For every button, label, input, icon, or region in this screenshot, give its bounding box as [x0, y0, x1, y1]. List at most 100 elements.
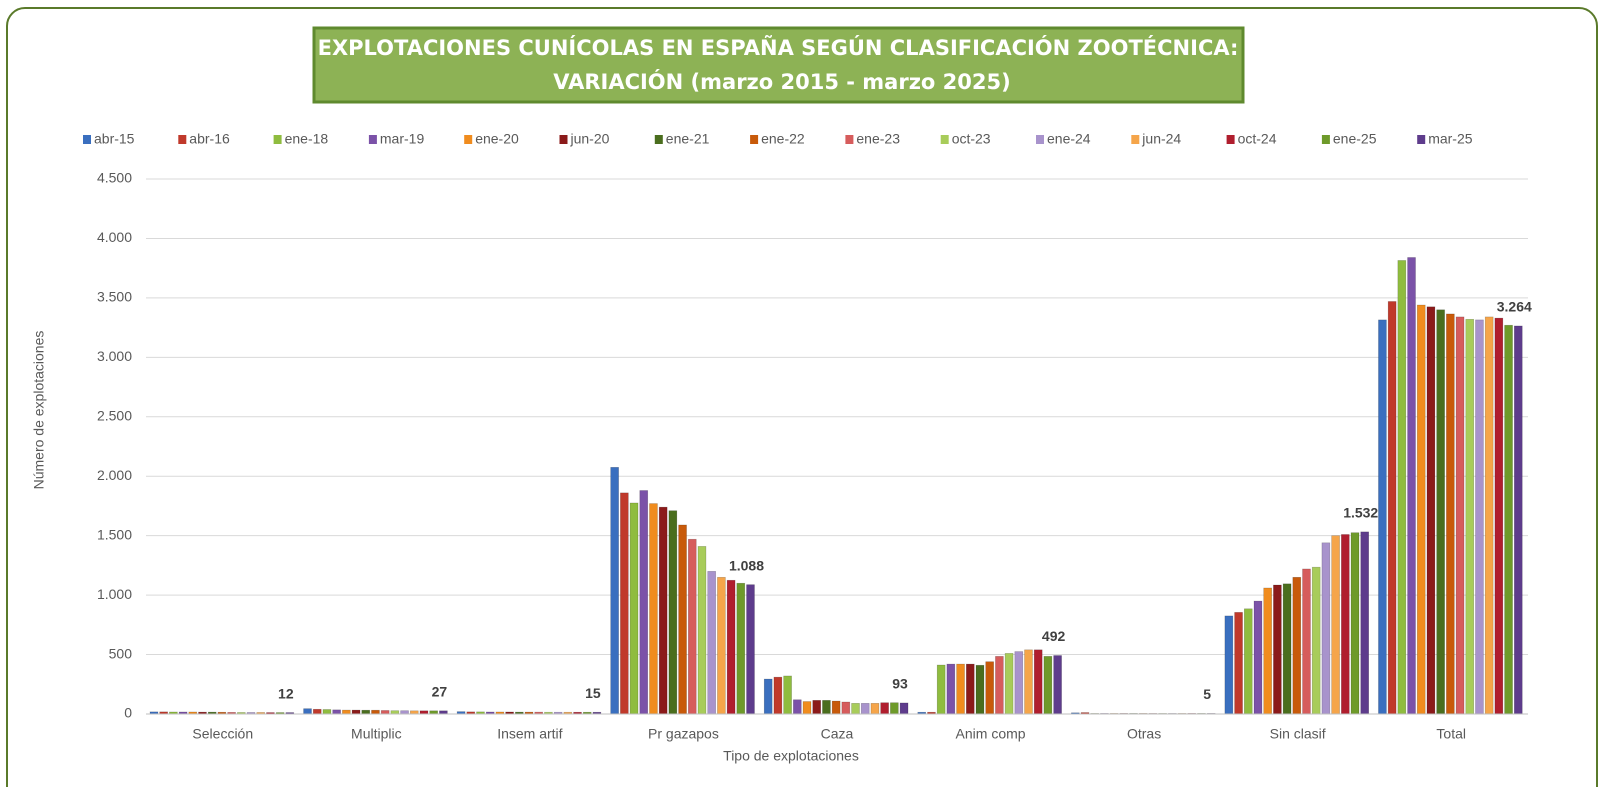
x-tick-label: Selección: [192, 726, 253, 742]
bar: [1263, 587, 1272, 715]
bar: [697, 546, 707, 715]
legend-swatch: [559, 135, 568, 144]
bar: [1253, 600, 1263, 715]
bar: [1243, 608, 1253, 715]
bar: [351, 709, 361, 715]
bar: [890, 702, 899, 715]
legend-swatch: [750, 135, 759, 144]
legend-label: jun-24: [1141, 131, 1181, 147]
legend-swatch: [1226, 135, 1235, 144]
legend-swatch: [464, 135, 473, 144]
x-axis-label: Tipo de explotaciones: [723, 748, 859, 764]
bar: [956, 663, 965, 715]
x-tick-label: Multiplic: [351, 726, 402, 742]
chart-title: VARIACIÓN (marzo 2015 - marzo 2025): [553, 69, 1010, 94]
bar: [746, 584, 755, 715]
y-tick-label: 0: [124, 705, 132, 721]
x-tick-label: Insem artif: [497, 726, 562, 742]
bar: [312, 708, 322, 715]
bar: [342, 709, 351, 715]
bar: [639, 490, 649, 715]
legend-label: jun-20: [570, 131, 610, 147]
bar: [1455, 316, 1465, 715]
frame: [6, 7, 1598, 787]
bar: [1273, 584, 1282, 715]
bar: [1378, 319, 1387, 715]
bar: [322, 709, 332, 715]
bar: [687, 538, 697, 715]
data-label: 5: [1203, 686, 1211, 702]
bar: [773, 676, 783, 715]
bar: [1024, 649, 1033, 715]
bar: [1282, 583, 1292, 715]
bar: [1004, 653, 1014, 715]
data-label: 3.264: [1497, 299, 1532, 315]
legend-label: oct-23: [952, 131, 991, 147]
bar: [658, 506, 668, 715]
bar: [610, 467, 619, 715]
bar: [975, 664, 985, 715]
data-label: 15: [585, 685, 601, 701]
bar: [793, 699, 802, 715]
bar: [802, 701, 812, 715]
legend-swatch: [1131, 135, 1140, 144]
data-label: 93: [892, 676, 908, 692]
legend-label: ene-22: [761, 131, 805, 147]
bar: [707, 571, 716, 715]
legend-label: mar-19: [380, 131, 425, 147]
bar: [1360, 531, 1369, 715]
title-box: [312, 26, 1245, 104]
bar: [649, 503, 658, 715]
bar: [899, 702, 909, 715]
legend-label: abr-16: [189, 131, 230, 147]
y-axis-label: Número de explotaciones: [31, 331, 47, 490]
bar: [1014, 651, 1024, 715]
bar: [1416, 304, 1426, 715]
bar: [880, 702, 889, 715]
legend-label: ene-24: [1047, 131, 1091, 147]
bar: [1033, 649, 1043, 715]
y-tick-label: 1.000: [97, 586, 132, 602]
bar: [1494, 317, 1504, 715]
y-tick-label: 1.500: [97, 526, 132, 542]
bar: [1224, 615, 1234, 715]
bar: [303, 708, 312, 715]
bar: [380, 710, 390, 715]
data-label: 492: [1042, 628, 1066, 644]
bar: [822, 700, 831, 715]
bar: [1311, 566, 1321, 715]
legend-label: mar-25: [1428, 131, 1473, 147]
bar: [831, 700, 841, 715]
bar: [726, 579, 736, 715]
legend-swatch: [1417, 135, 1426, 144]
bar: [1407, 257, 1416, 715]
x-tick-label: Sin clasif: [1270, 726, 1326, 742]
data-label: 1.532: [1343, 505, 1378, 521]
legend-label: ene-20: [475, 131, 519, 147]
bar: [678, 524, 687, 715]
bar: [1341, 534, 1350, 715]
y-tick-label: 2.500: [97, 407, 132, 423]
data-label: 12: [278, 685, 294, 701]
bar: [1446, 313, 1455, 715]
y-tick-label: 4.000: [97, 229, 132, 245]
bar: [936, 664, 946, 715]
bar: [985, 661, 994, 715]
bar: [1465, 318, 1475, 715]
legend-swatch: [178, 135, 187, 144]
bar: [946, 663, 956, 715]
bar: [995, 656, 1004, 715]
data-label: 27: [432, 683, 448, 699]
bar: [1426, 306, 1436, 715]
bar: [717, 576, 726, 715]
x-tick-label: Pr gazapos: [648, 726, 719, 742]
bar: [1513, 325, 1523, 715]
y-tick-label: 3.000: [97, 348, 132, 364]
bar: [851, 702, 860, 715]
y-tick-label: 4.500: [97, 170, 132, 186]
bar: [371, 709, 380, 715]
legend-swatch: [654, 135, 663, 144]
chart-title: EXPLOTACIONES CUNÍCOLAS EN ESPAÑA SEGÚN …: [318, 35, 1239, 60]
bar: [1292, 576, 1302, 715]
